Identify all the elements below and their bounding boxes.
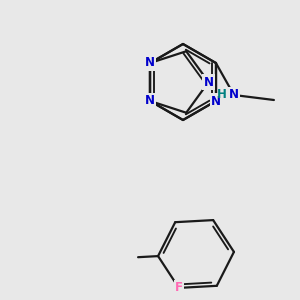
Text: N: N	[229, 88, 239, 101]
Text: N: N	[145, 56, 155, 70]
Text: N: N	[145, 56, 155, 70]
Text: N: N	[211, 94, 221, 107]
Text: N: N	[204, 76, 214, 88]
Text: N: N	[145, 94, 155, 107]
Text: F: F	[175, 281, 183, 294]
Text: H: H	[217, 88, 227, 101]
